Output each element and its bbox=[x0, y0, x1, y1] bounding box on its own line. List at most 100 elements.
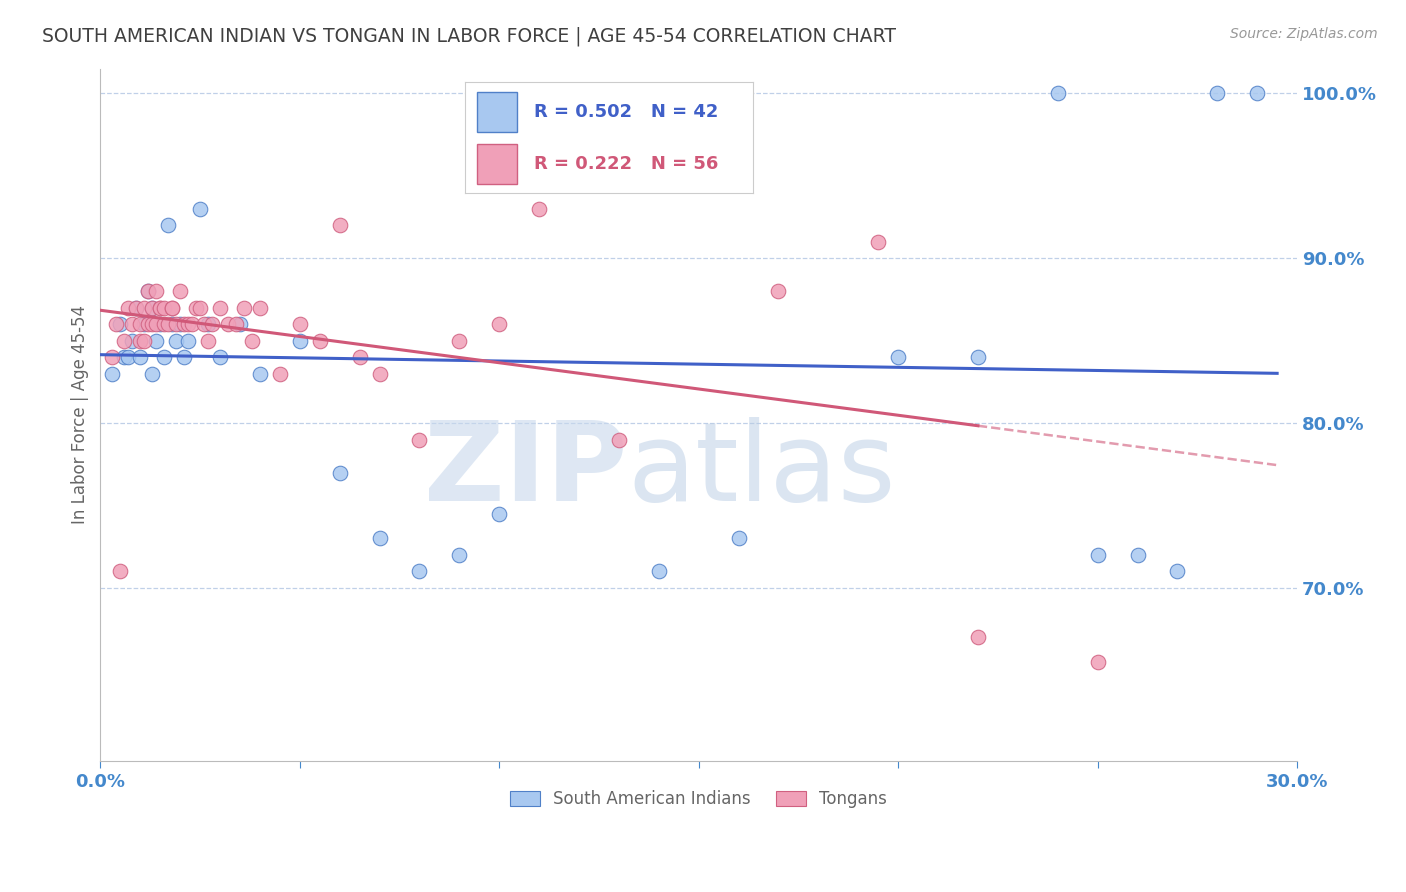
Point bbox=[217, 317, 239, 331]
Point bbox=[688, 136, 710, 150]
Point bbox=[548, 87, 571, 101]
Point bbox=[181, 317, 204, 331]
Point bbox=[208, 350, 231, 364]
Point bbox=[136, 284, 159, 298]
Point bbox=[134, 301, 156, 315]
Point bbox=[129, 334, 152, 348]
Point bbox=[329, 218, 352, 232]
Point bbox=[101, 350, 124, 364]
Point bbox=[153, 350, 176, 364]
Point bbox=[173, 350, 195, 364]
Point bbox=[165, 317, 187, 331]
Point bbox=[193, 317, 215, 331]
Point bbox=[449, 334, 471, 348]
Point bbox=[129, 350, 152, 364]
Point bbox=[249, 367, 271, 381]
Point bbox=[129, 317, 152, 331]
Point bbox=[145, 334, 167, 348]
Point bbox=[141, 301, 163, 315]
Point bbox=[173, 317, 195, 331]
Point bbox=[408, 565, 430, 579]
Point bbox=[177, 317, 200, 331]
Point bbox=[727, 532, 749, 546]
Point bbox=[169, 317, 191, 331]
Point bbox=[101, 367, 124, 381]
Point bbox=[169, 284, 191, 298]
Point bbox=[125, 301, 148, 315]
Point bbox=[449, 548, 471, 562]
Point bbox=[141, 317, 163, 331]
Point bbox=[1246, 87, 1268, 101]
Point bbox=[121, 317, 143, 331]
Text: Source: ZipAtlas.com: Source: ZipAtlas.com bbox=[1230, 27, 1378, 41]
Point bbox=[141, 301, 163, 315]
Text: SOUTH AMERICAN INDIAN VS TONGAN IN LABOR FORCE | AGE 45-54 CORRELATION CHART: SOUTH AMERICAN INDIAN VS TONGAN IN LABOR… bbox=[42, 27, 896, 46]
Point bbox=[208, 301, 231, 315]
Point bbox=[141, 367, 163, 381]
Point bbox=[201, 317, 224, 331]
Point bbox=[197, 334, 219, 348]
Point bbox=[288, 334, 311, 348]
Point bbox=[1166, 565, 1188, 579]
Point bbox=[110, 565, 132, 579]
Point bbox=[149, 301, 172, 315]
Point bbox=[868, 235, 890, 249]
Point bbox=[134, 334, 156, 348]
Point bbox=[145, 284, 167, 298]
Y-axis label: In Labor Force | Age 45-54: In Labor Force | Age 45-54 bbox=[72, 305, 89, 524]
Legend: South American Indians, Tongans: South American Indians, Tongans bbox=[503, 784, 894, 815]
Point bbox=[105, 317, 128, 331]
Point bbox=[160, 317, 183, 331]
Point bbox=[368, 367, 391, 381]
Point bbox=[648, 565, 671, 579]
Text: atlas: atlas bbox=[627, 417, 896, 524]
Point bbox=[117, 301, 139, 315]
Point bbox=[136, 284, 159, 298]
Point bbox=[134, 317, 156, 331]
Point bbox=[1126, 548, 1149, 562]
Point bbox=[188, 301, 211, 315]
Point bbox=[329, 466, 352, 480]
Point bbox=[368, 532, 391, 546]
Point bbox=[153, 317, 176, 331]
Point bbox=[112, 350, 135, 364]
Point bbox=[160, 301, 183, 315]
Point bbox=[1087, 548, 1109, 562]
Point bbox=[607, 433, 630, 447]
Point bbox=[117, 350, 139, 364]
Point bbox=[149, 301, 172, 315]
Point bbox=[269, 367, 291, 381]
Point bbox=[184, 301, 207, 315]
Point bbox=[188, 202, 211, 216]
Point bbox=[887, 350, 910, 364]
Point bbox=[121, 334, 143, 348]
Point bbox=[1206, 87, 1229, 101]
Point bbox=[153, 301, 176, 315]
Point bbox=[349, 350, 371, 364]
Point bbox=[149, 317, 172, 331]
Point bbox=[157, 218, 180, 232]
Point bbox=[165, 334, 187, 348]
Point bbox=[233, 301, 256, 315]
Point bbox=[308, 334, 330, 348]
Point bbox=[225, 317, 247, 331]
Point bbox=[125, 301, 148, 315]
Point bbox=[110, 317, 132, 331]
Point bbox=[1046, 87, 1069, 101]
Point bbox=[240, 334, 263, 348]
Point bbox=[488, 507, 510, 521]
Point bbox=[527, 202, 550, 216]
Point bbox=[488, 317, 510, 331]
Text: ZIP: ZIP bbox=[423, 417, 627, 524]
Point bbox=[408, 433, 430, 447]
Point bbox=[229, 317, 252, 331]
Point bbox=[288, 317, 311, 331]
Point bbox=[967, 631, 990, 645]
Point bbox=[1087, 655, 1109, 669]
Point bbox=[157, 317, 180, 331]
Point bbox=[177, 334, 200, 348]
Point bbox=[145, 317, 167, 331]
Point bbox=[160, 301, 183, 315]
Point bbox=[967, 350, 990, 364]
Point bbox=[768, 284, 790, 298]
